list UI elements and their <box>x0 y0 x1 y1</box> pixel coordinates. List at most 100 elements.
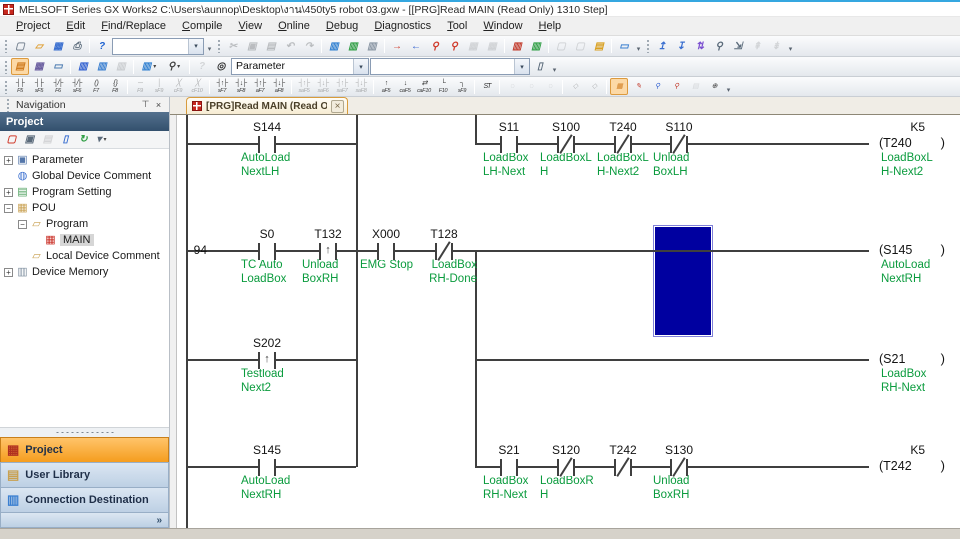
coil-icon[interactable]: ( ) F7 <box>87 78 105 95</box>
tree-expander-icon[interactable] <box>4 155 13 165</box>
no-function-icon[interactable]: └ F10 <box>434 78 452 95</box>
coil-t240[interactable]: K5 (T240 ) LoadBoxL H-Next2 <box>861 120 951 186</box>
copy-icon[interactable]: ▣ <box>243 38 261 55</box>
menu-item[interactable]: Project <box>16 20 51 32</box>
open-project-icon[interactable]: ▱ <box>30 38 48 55</box>
pin-icon[interactable]: ⊤ <box>141 99 150 109</box>
tree-expander-icon[interactable] <box>18 219 27 229</box>
window-cascade-icon[interactable]: ▦ <box>464 38 482 55</box>
sfc-block-up-icon[interactable]: ↥ <box>653 38 671 55</box>
monitor-window-icon[interactable]: ▭ <box>615 38 633 55</box>
new-project-icon[interactable]: ▢ <box>11 38 29 55</box>
read-mode-icon[interactable]: ✎ <box>629 78 647 95</box>
tree-item-program[interactable]: ▱ Program <box>0 216 169 232</box>
close-contact-icon[interactable]: ┤/├ F6 <box>49 78 67 95</box>
tree-item-pou[interactable]: ▦ POU <box>0 200 169 216</box>
open-branch-icon[interactable]: ┤├ sF5 <box>30 78 48 95</box>
save-project-icon[interactable]: ▦ <box>49 38 67 55</box>
sfc-block-down-icon[interactable]: ↧ <box>672 38 690 55</box>
tab-prg-read-main[interactable]: [PRG]Read MAIN (Read Onl... × <box>186 97 348 114</box>
print-icon[interactable]: ⎙ <box>68 38 86 55</box>
coil-s145[interactable]: (S145 ) AutoLoad NextRH <box>861 227 951 293</box>
watch-window-2-icon[interactable]: ▢ <box>571 38 589 55</box>
line-mode-icon[interactable]: ┐ sF9 <box>453 78 471 95</box>
delete-vertical-line-icon[interactable]: ╳ cF10 <box>188 78 206 95</box>
pulse-branch-icon[interactable]: ┤↑├ aF7 <box>251 78 269 95</box>
pane-project[interactable]: ▦ Project <box>0 437 169 462</box>
sfc-window-icon[interactable]: ⇲ <box>729 38 747 55</box>
pulse-close-contact-icon[interactable]: ┤↓├ sF8 <box>232 78 250 95</box>
tree-item-program-setting[interactable]: ▤ Program Setting <box>0 184 169 200</box>
navigation-window-icon[interactable]: ▤ <box>11 58 29 75</box>
cut-icon[interactable]: ✂ <box>224 38 242 55</box>
menu-item[interactable]: View <box>238 20 263 32</box>
open-contact-icon[interactable]: ┤├ F5 <box>11 78 29 95</box>
find-value-combo[interactable]: ▾ <box>370 58 530 75</box>
ladder-cell-x000[interactable]: X000 ↑ EMG Stop <box>351 227 421 293</box>
horizontal-line-icon[interactable]: ─ F9 <box>131 78 149 95</box>
window-tile-icon[interactable]: ▦ <box>483 38 501 55</box>
edit-cursor[interactable] <box>653 225 713 337</box>
panel-splitter-handle[interactable] <box>0 428 169 437</box>
toolbar-overflow-chevron[interactable]: ▾ <box>636 46 641 53</box>
menu-item[interactable]: Online <box>278 20 310 32</box>
rising-pulse-icon[interactable]: ↑ aF5 <box>377 78 395 95</box>
pulse-equal-1-icon[interactable]: ┤↑├ saF5 <box>295 78 313 95</box>
output-window-icon[interactable]: ▭ <box>49 58 67 75</box>
pulse-equal-2-icon[interactable]: ┤↓├ saF6 <box>314 78 332 95</box>
panel-grip[interactable] <box>6 97 10 112</box>
comment-edit-icon[interactable]: ◇ <box>566 78 584 95</box>
redo-icon[interactable]: ↷ <box>300 38 318 55</box>
help-2-icon[interactable]: ? <box>193 58 211 75</box>
monitor-stop-icon[interactable]: ▥ <box>527 38 545 55</box>
tree-expander-icon[interactable] <box>4 267 13 277</box>
tree-item-parameter[interactable]: ▣ Parameter <box>0 152 169 168</box>
data-property-icon[interactable]: ▯ <box>57 132 74 148</box>
toolbar-overflow-chevron[interactable]: ▾ <box>207 46 212 53</box>
menu-item[interactable]: Debug <box>325 20 359 32</box>
close-branch-icon[interactable]: ┤/├ sF6 <box>68 78 86 95</box>
close-icon[interactable]: × <box>155 99 162 110</box>
ladder-edit-mode-icon[interactable]: ▦ <box>610 78 628 95</box>
monitor-start-icon[interactable]: ▥ <box>508 38 526 55</box>
combo-arrow-icon[interactable]: ▾ <box>188 38 203 54</box>
device-search-2-icon[interactable]: ⚲ <box>445 38 463 55</box>
tree-expander-icon[interactable] <box>4 187 13 197</box>
copy-data-icon[interactable]: ▣ <box>21 132 38 148</box>
tree-expander-icon[interactable] <box>4 203 13 213</box>
find-contact-icon[interactable]: ⚲ <box>648 78 666 95</box>
comment-display-2-icon[interactable]: ▤ <box>686 78 704 95</box>
cross-reference-icon[interactable]: ◎ <box>212 58 230 75</box>
transfer-setup-icon[interactable]: → <box>388 38 406 55</box>
menu-item[interactable]: Find/Replace <box>101 20 167 32</box>
sfc-step-a-icon[interactable]: ⇞ <box>748 38 766 55</box>
pane-connection-destination[interactable]: ▥ Connection Destination <box>0 487 169 512</box>
tree-item-device-memory[interactable]: ▥ Device Memory <box>0 264 169 280</box>
tree-item-global-device-comment[interactable]: ◍ Global Device Comment <box>0 168 169 184</box>
paste-icon[interactable]: ▤ <box>262 38 280 55</box>
menu-item[interactable]: Window <box>483 20 523 32</box>
tab-close-icon[interactable]: × <box>331 99 344 113</box>
refresh-view-icon[interactable]: ↻ <box>75 132 92 148</box>
read-transfer-icon[interactable]: ← <box>407 38 425 55</box>
pane-user-library[interactable]: ▤ User Library <box>0 462 169 487</box>
menu-item[interactable]: Tool <box>447 20 468 32</box>
toolbar-grip[interactable] <box>4 79 8 94</box>
device-memory-icon[interactable]: ▥ <box>93 58 111 75</box>
edit-block-2-icon[interactable]: ◌ <box>541 78 559 95</box>
toolbar-grip[interactable] <box>217 39 221 53</box>
pane-overflow-chevron[interactable]: » <box>0 512 169 528</box>
project-combo[interactable]: ▾ <box>112 37 204 55</box>
sfc-step-b-icon[interactable]: ⇟ <box>767 38 785 55</box>
zoom-icon[interactable]: ⊕ <box>705 78 723 95</box>
application-instruction-icon[interactable]: { } F8 <box>106 78 124 95</box>
menu-item[interactable]: Diagnostics <box>374 20 432 32</box>
toolbar-grip[interactable] <box>4 59 8 74</box>
